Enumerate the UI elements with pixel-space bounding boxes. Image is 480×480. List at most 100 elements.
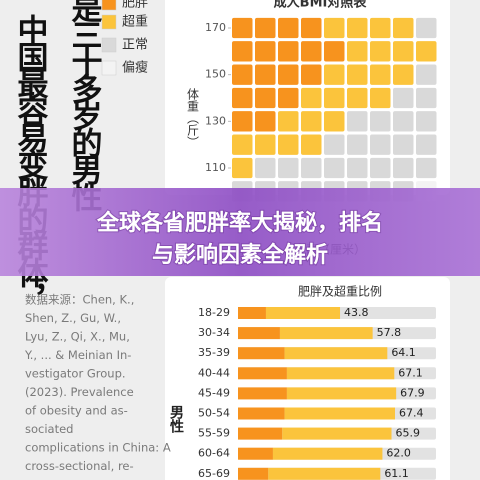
category-label: 45-49 bbox=[198, 386, 230, 399]
bmi-cell bbox=[347, 111, 368, 132]
bmi-cell bbox=[324, 41, 345, 62]
bmi-cell bbox=[370, 111, 391, 132]
bmi-y-label: 体重（斤） bbox=[186, 88, 200, 148]
bar-segment bbox=[238, 327, 280, 340]
value-label: 64.1 bbox=[391, 346, 416, 359]
bmi-cell bbox=[416, 157, 437, 179]
bar-segment bbox=[238, 347, 285, 360]
bar-segment bbox=[238, 367, 287, 380]
bmi-cell bbox=[393, 17, 414, 39]
bmi-cell bbox=[301, 41, 322, 62]
value-label: 65.9 bbox=[396, 427, 421, 440]
bmi-cell bbox=[324, 64, 345, 85]
bmi-cell bbox=[301, 64, 322, 85]
legend-swatch bbox=[101, 0, 117, 11]
bmi-cell bbox=[416, 87, 437, 109]
bar-segment bbox=[279, 327, 373, 340]
legend-label: 肥胖 bbox=[122, 0, 148, 11]
bmi-cell bbox=[301, 17, 322, 39]
bmi-cell bbox=[370, 41, 391, 62]
bmi-cell bbox=[370, 87, 391, 109]
bmi-cell bbox=[255, 157, 276, 179]
value-label: 57.8 bbox=[377, 326, 402, 339]
value-label: 61.1 bbox=[384, 467, 409, 480]
category-label: 65-69 bbox=[198, 467, 230, 480]
bmi-cell bbox=[370, 134, 391, 155]
bmi-cell bbox=[393, 87, 414, 109]
bar-segment bbox=[238, 307, 266, 319]
legend-swatch bbox=[101, 60, 117, 76]
bar-segment bbox=[284, 347, 388, 360]
bmi-cell bbox=[232, 41, 253, 62]
bmi-cell bbox=[255, 17, 276, 39]
bar-segment bbox=[238, 427, 283, 440]
bmi-cell bbox=[324, 157, 345, 179]
bmi-cell bbox=[393, 134, 414, 155]
bmi-cell bbox=[393, 157, 414, 179]
bmi-cell bbox=[232, 64, 253, 85]
bmi-cell bbox=[278, 157, 299, 179]
value-label: 43.8 bbox=[344, 306, 369, 319]
bmi-cell bbox=[370, 157, 391, 179]
legend-swatch bbox=[101, 37, 117, 53]
bmi-cell bbox=[255, 41, 276, 62]
value-label: 62.0 bbox=[386, 447, 411, 460]
bmi-cell bbox=[278, 41, 299, 62]
category-label: 30-34 bbox=[198, 326, 230, 339]
source-line: Shen, Z., Gu, W., bbox=[25, 311, 121, 325]
bmi-cell bbox=[278, 17, 299, 39]
bmi-cell bbox=[232, 157, 253, 179]
bmi-cell bbox=[301, 111, 322, 132]
bmi-cell bbox=[416, 111, 437, 132]
bmi-y-tick-label: 150 bbox=[205, 68, 226, 81]
bmi-y-tick-label: 110 bbox=[205, 161, 226, 174]
source-line: complications in China: A bbox=[25, 441, 171, 455]
bmi-cell bbox=[347, 17, 368, 39]
bmi-cell bbox=[416, 134, 437, 155]
bmi-cell bbox=[416, 17, 437, 39]
bmi-cell bbox=[232, 17, 253, 39]
bmi-cell bbox=[347, 157, 368, 179]
source-line: sociated bbox=[25, 422, 73, 436]
bmi-cell bbox=[324, 111, 345, 132]
banner-line: 与影响因素全解析 bbox=[152, 242, 328, 268]
bmi-cell bbox=[347, 64, 368, 85]
bmi-cell bbox=[324, 87, 345, 109]
value-label: 67.4 bbox=[399, 407, 424, 420]
source-line: Y., ... & Meinian In- bbox=[24, 348, 131, 362]
value-label: 67.9 bbox=[400, 386, 425, 399]
category-label: 50-54 bbox=[198, 407, 230, 420]
source-line: cross-sectional, re- bbox=[25, 459, 134, 473]
bmi-cell bbox=[393, 111, 414, 132]
value-label: 67.1 bbox=[398, 366, 423, 379]
bmi-cell bbox=[324, 17, 345, 39]
bmi-cell bbox=[232, 87, 253, 109]
bmi-cell bbox=[278, 87, 299, 109]
bar-segment bbox=[265, 307, 341, 319]
category-label: 35-39 bbox=[198, 346, 230, 359]
bar-segment bbox=[238, 467, 269, 480]
category-label: 40-44 bbox=[198, 366, 230, 379]
bar-segment bbox=[238, 447, 273, 460]
bmi-cell bbox=[255, 111, 276, 132]
bmi-cell bbox=[301, 157, 322, 179]
legend-label: 偏瘦 bbox=[122, 60, 148, 76]
bmi-cell bbox=[393, 64, 414, 85]
source-line: vestigator Group. bbox=[25, 367, 126, 381]
bmi-cell bbox=[347, 134, 368, 155]
bmi-cell bbox=[393, 41, 414, 62]
bmi-title: 成人BMI对照表 bbox=[274, 0, 368, 11]
bar-segment bbox=[238, 407, 285, 420]
banner-line: 全球各省肥胖率大揭秘，排名 bbox=[96, 210, 383, 236]
category-label: 60-64 bbox=[198, 447, 230, 460]
bmi-cell bbox=[255, 134, 276, 155]
bmi-cell bbox=[347, 87, 368, 109]
category-label: 55-59 bbox=[198, 427, 230, 440]
bmi-cell bbox=[255, 64, 276, 85]
bmi-cell bbox=[232, 111, 253, 132]
bmi-cell bbox=[232, 134, 253, 155]
bar-segment bbox=[238, 387, 287, 400]
bmi-cell bbox=[301, 134, 322, 155]
